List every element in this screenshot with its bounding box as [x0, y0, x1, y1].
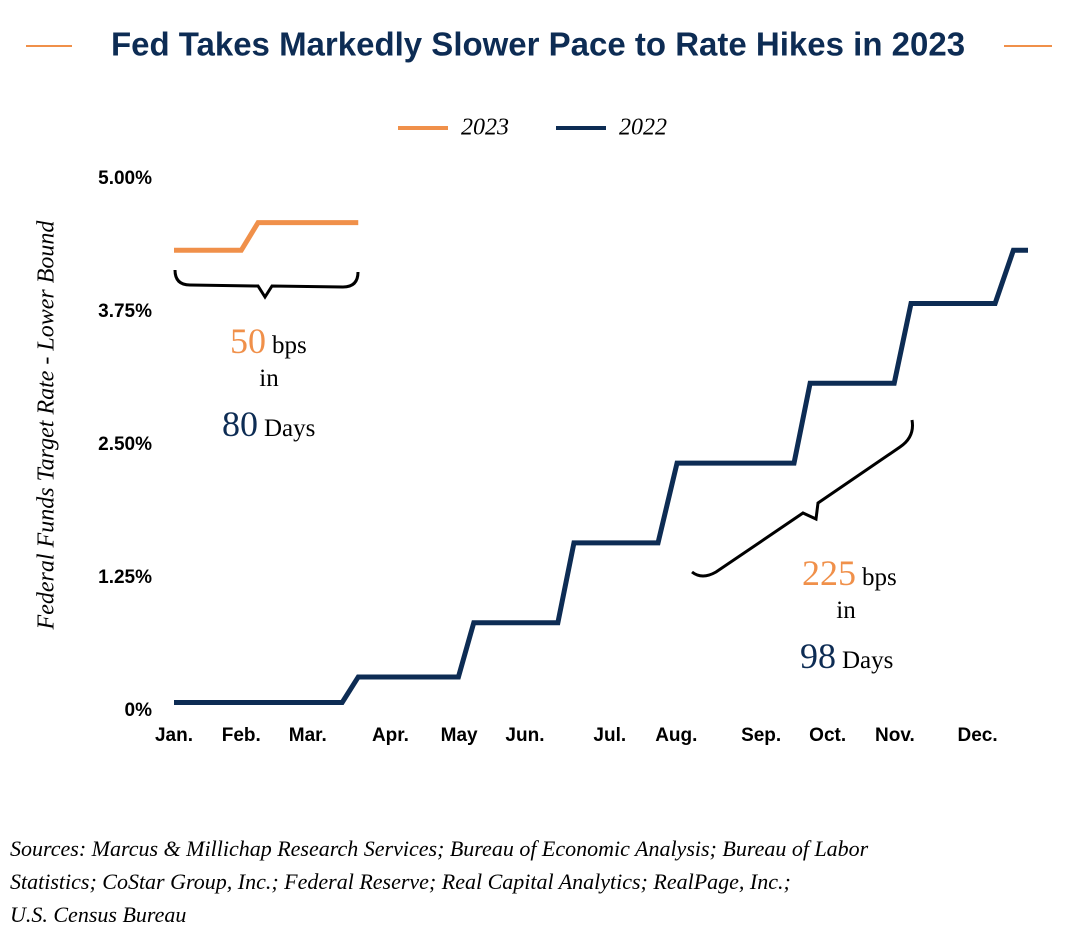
annotation: 50 bps in 80 Days 225 bps in 98 Days [222, 321, 897, 676]
line [174, 220, 359, 253]
annotation-number: 80 [222, 404, 258, 444]
source-line: Sources: Marcus & Millichap Research Ser… [10, 836, 869, 861]
y-tick-label: 3.75% [98, 301, 152, 322]
source: Sources: Marcus & Millichap Research Ser… [10, 836, 869, 927]
y-tick-label: 2.50% [98, 434, 152, 455]
annotation-text: in [259, 365, 279, 392]
x-tick-label: Sep. [741, 725, 781, 746]
annotation-number: 50 [230, 321, 266, 361]
legend-label: 2022 [619, 115, 667, 141]
x-tick-label: Jan. [155, 725, 193, 746]
x-tick-label: Dec. [957, 725, 997, 746]
bracket [173, 269, 360, 300]
annotation-text: Days [264, 415, 315, 442]
annotation-number: 98 [800, 636, 836, 676]
x-tick-label: Jul. [593, 725, 626, 746]
y-tick-label: 5.00% [98, 168, 152, 189]
x-tick-label: Jun. [505, 725, 544, 746]
x-tick-label: Feb. [222, 725, 261, 746]
y-axis-label: Federal Funds Target Rate - Lower Bound [34, 220, 60, 631]
annotation-number: 225 [802, 553, 856, 593]
x-tick-label: Aug. [655, 725, 697, 746]
annotation-text: bps [862, 564, 897, 591]
y-tick-label: 0% [125, 700, 153, 721]
y-tick-label: 1.25% [98, 567, 152, 588]
x-tick-label: Oct. [809, 725, 846, 746]
source-line: U.S. Census Bureau [10, 902, 186, 927]
bracket [691, 419, 914, 578]
annotation-text: in [836, 597, 856, 624]
legend-label: 2023 [461, 115, 509, 141]
source-line: Statistics; CoStar Group, Inc.; Federal … [10, 869, 791, 894]
x-tick-label: Nov. [875, 725, 915, 746]
line [174, 247, 1028, 705]
x-tick-label: Mar. [289, 725, 327, 746]
x-tick-label: Apr. [372, 725, 409, 746]
annotation-text: Days [842, 647, 893, 674]
x-tick-label: May [441, 725, 478, 746]
annotation-text: bps [272, 332, 307, 359]
chart-title: Fed Takes Markedly Slower Pace to Rate H… [111, 26, 965, 63]
legend: 2023 2022 [398, 115, 667, 141]
